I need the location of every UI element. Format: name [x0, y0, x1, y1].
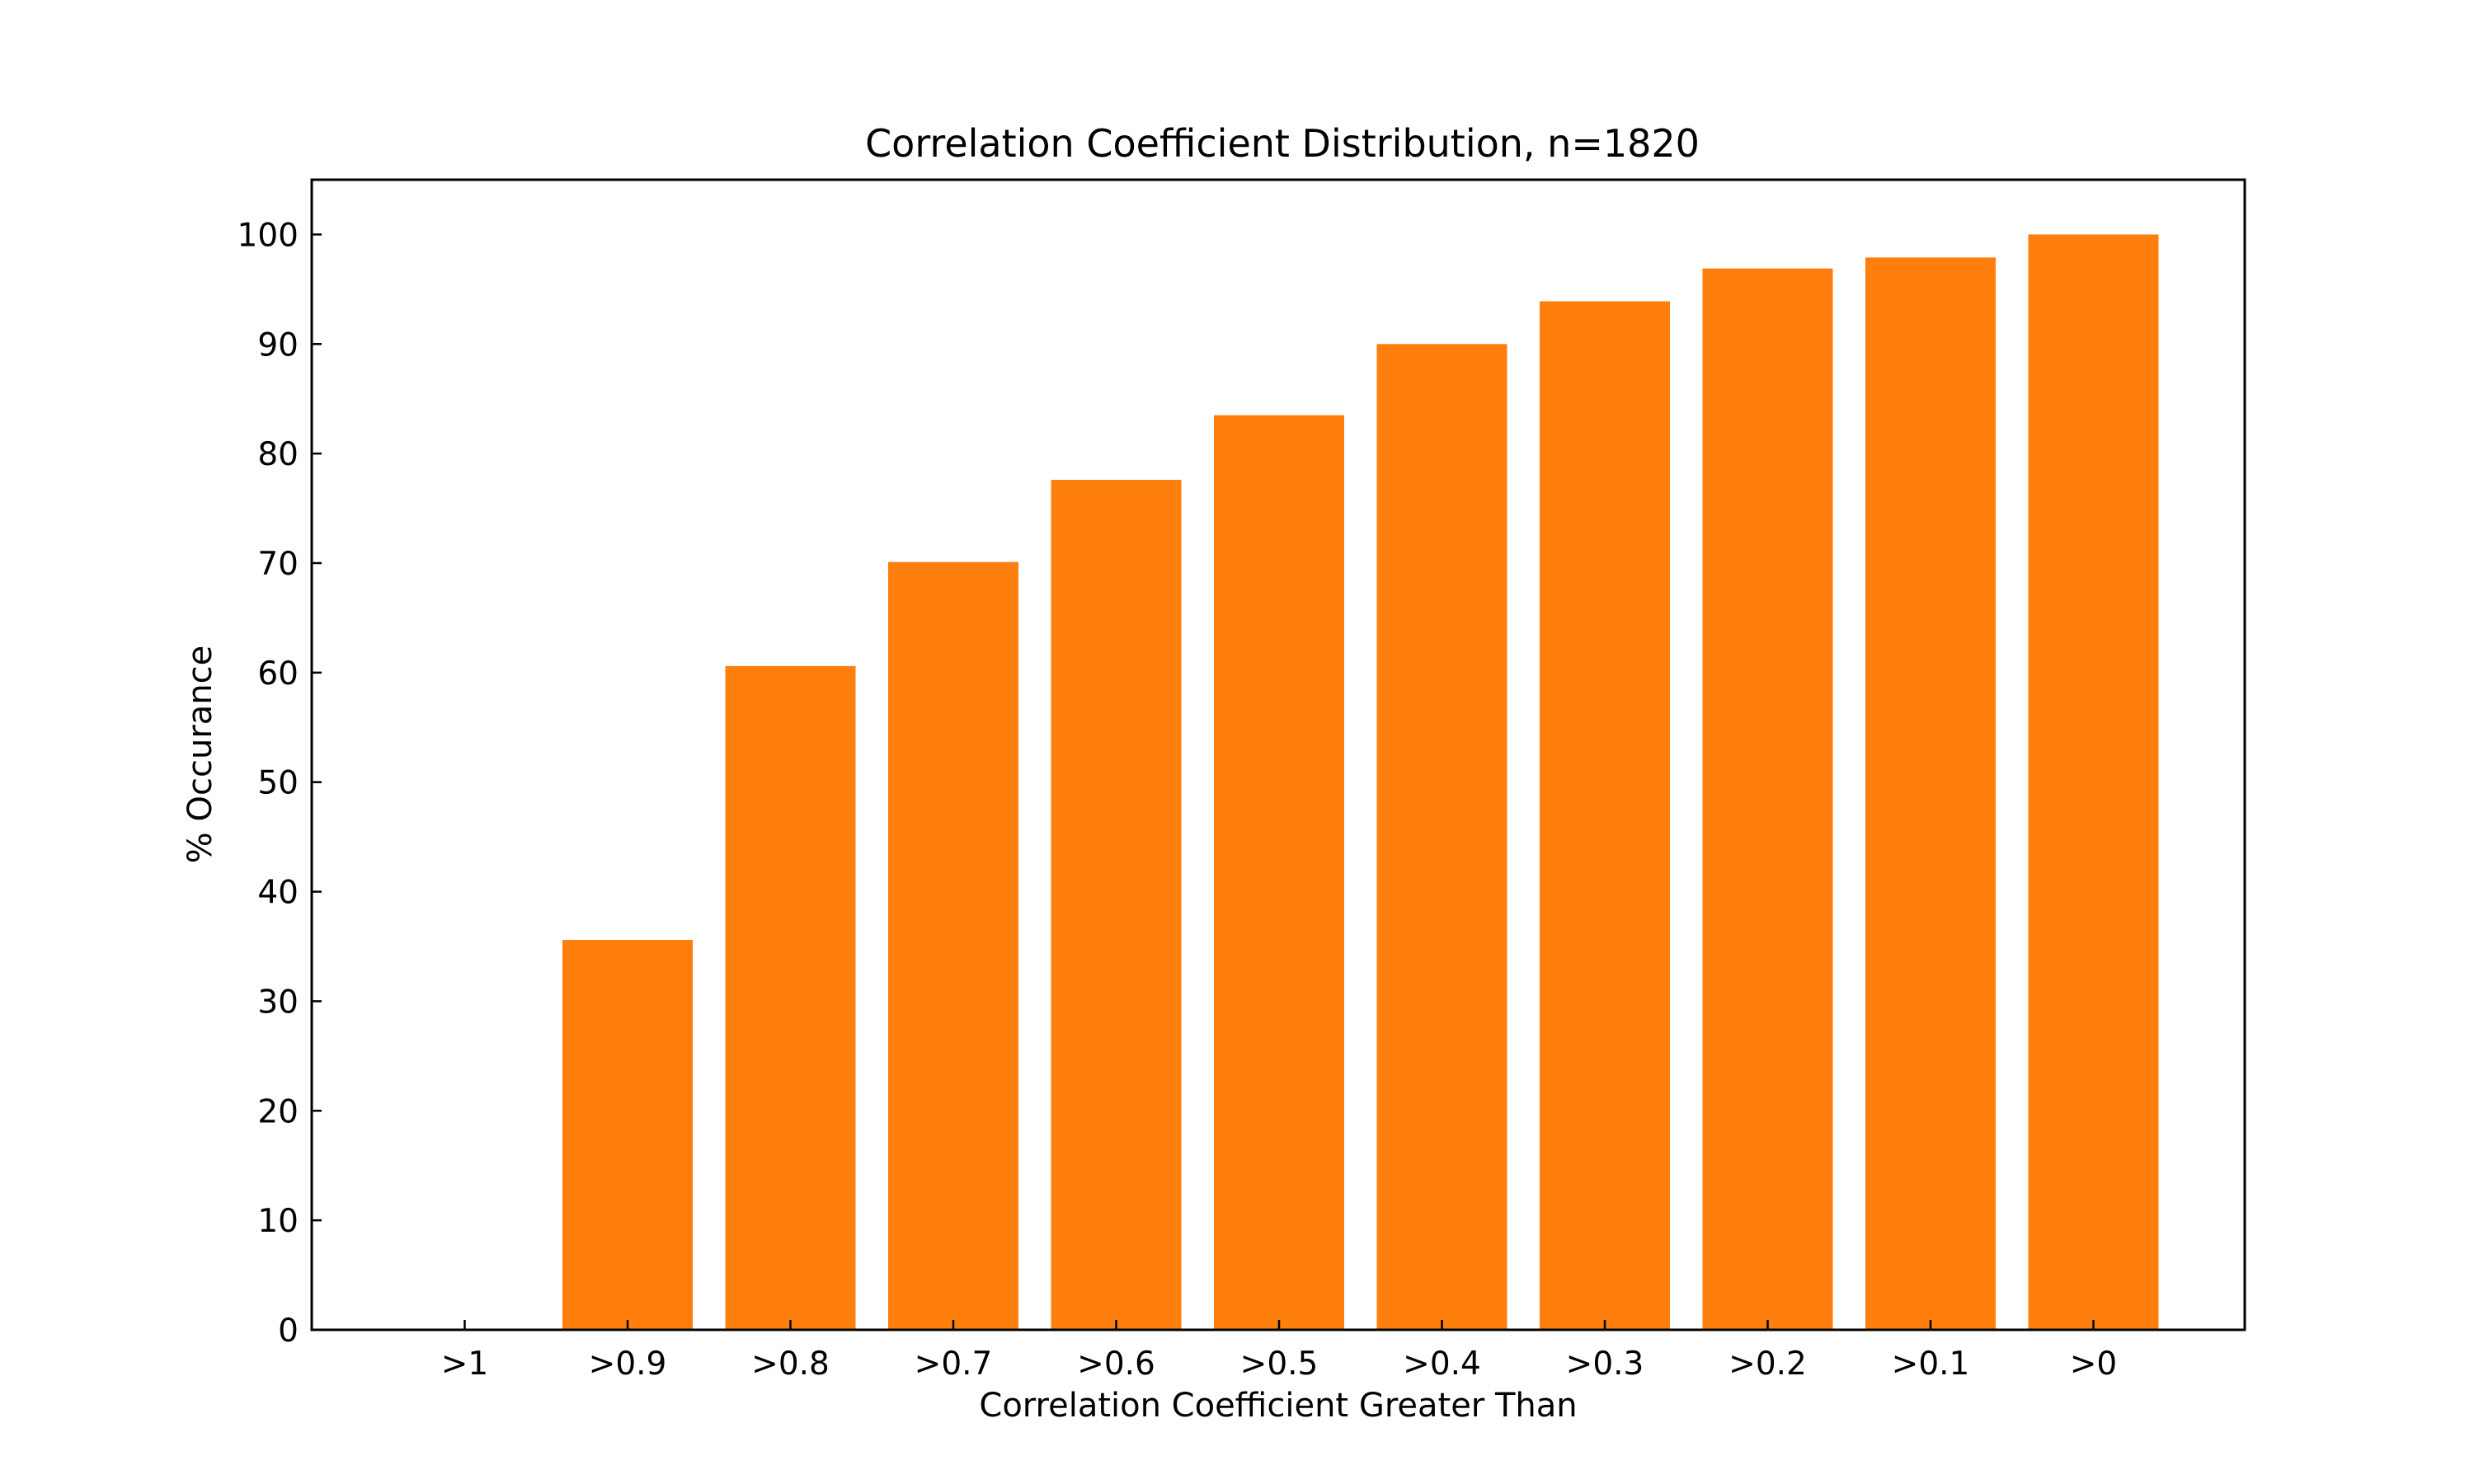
bar-10 [2028, 234, 2159, 1330]
y-tick-label-2: 20 [257, 1093, 299, 1130]
x-tick-label-9: >0.1 [1892, 1345, 1970, 1383]
x-tick-label-1: >0.9 [589, 1345, 667, 1383]
bar-8 [1702, 268, 1833, 1331]
y-tick-label-3: 30 [257, 984, 299, 1021]
y-tick-label-7: 70 [257, 546, 299, 583]
x-tick-label-3: >0.7 [915, 1345, 993, 1383]
y-axis-ticks: 0 10 20 30 40 50 60 70 80 90 100 [238, 217, 322, 1350]
y-tick-label-5: 50 [257, 765, 299, 802]
y-tick-label-6: 60 [257, 655, 299, 693]
y-tick-label-4: 40 [257, 875, 299, 912]
x-tick-label-2: >0.8 [751, 1345, 830, 1383]
y-tick-label-10: 100 [238, 217, 299, 254]
y-tick-label-1: 10 [257, 1203, 299, 1240]
bar-3 [888, 561, 1018, 1330]
x-axis-ticks: >1 >0.9 >0.8 >0.7 >0.6 >0.5 >0.4 >0.3 >0.2 >0.1 >0 [441, 1320, 2118, 1383]
bar-1 [562, 940, 693, 1330]
x-axis-label: Correlation Coefficient Greater Than [979, 1387, 1577, 1425]
bar-5 [1214, 415, 1344, 1331]
y-tick-label-9: 90 [257, 326, 299, 364]
x-tick-label-10: >0 [2070, 1345, 2118, 1383]
x-tick-label-7: >0.3 [1566, 1345, 1644, 1383]
y-axis-label: % Occurance [181, 646, 219, 863]
x-tick-label-5: >0.5 [1240, 1345, 1319, 1383]
bar-4 [1051, 480, 1182, 1330]
y-tick-label-8: 80 [257, 436, 299, 473]
x-tick-label-6: >0.4 [1403, 1345, 1481, 1383]
bar-6 [1376, 344, 1507, 1331]
y-tick-label-0: 0 [278, 1313, 299, 1350]
bar-9 [1865, 257, 1996, 1330]
x-tick-label-4: >0.6 [1077, 1345, 1155, 1383]
bar-2 [725, 665, 856, 1330]
bars-group [562, 234, 2159, 1331]
x-tick-label-0: >1 [441, 1345, 489, 1383]
plot-frame [310, 178, 2246, 1331]
x-tick-label-8: >0.2 [1729, 1345, 1807, 1383]
chart-title: Correlation Coefficient Distribution, n=… [865, 121, 1700, 166]
bar-7 [1540, 301, 1670, 1330]
